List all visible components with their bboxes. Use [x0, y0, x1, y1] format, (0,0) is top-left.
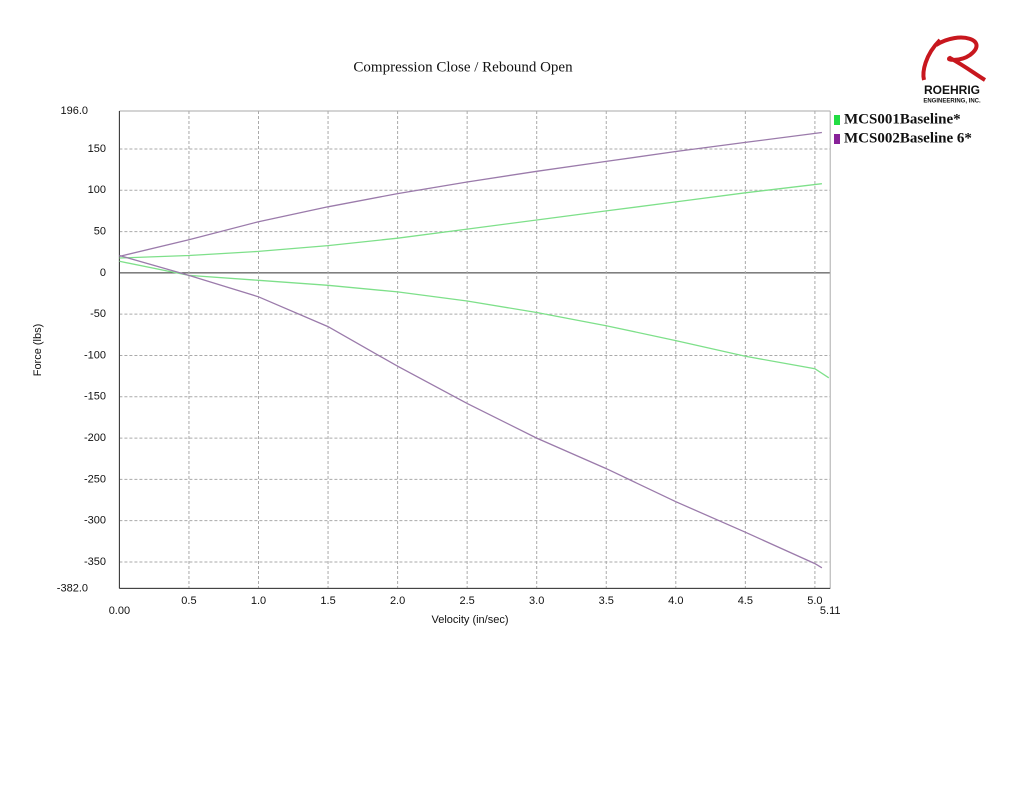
y-tick-label: 50 — [94, 225, 106, 237]
y-tick-label: -250 — [84, 473, 106, 485]
x-tick-label: 3.5 — [599, 595, 614, 607]
x-tick-label: 1.5 — [320, 595, 335, 607]
legend-label: MCS002Baseline 6* — [844, 130, 972, 146]
x-tick-label: 4.0 — [668, 595, 683, 607]
y-tick-label: 150 — [88, 143, 106, 155]
x-tick-label: 3.0 — [529, 595, 544, 607]
y-tick-label: -300 — [84, 515, 106, 527]
y-tick-label: -100 — [84, 349, 106, 361]
x-tick-label: 0.5 — [181, 595, 196, 607]
y-tick-label: -200 — [84, 432, 106, 444]
x-tick-label: 4.5 — [738, 595, 753, 607]
x-axis-label: Velocity (in/sec) — [431, 614, 508, 626]
x-tick-label: 1.0 — [251, 595, 266, 607]
x-tick-label: 0.00 — [109, 605, 130, 617]
logo-name: ROEHRIG — [924, 83, 980, 97]
x-tick-label: 2.5 — [460, 595, 475, 607]
y-tick-label: 196.0 — [60, 105, 88, 117]
data-line — [119, 131, 823, 569]
logo-sub: ENGINEERING, INC. — [923, 99, 981, 105]
x-tick-label: 5.0 — [807, 595, 822, 607]
legend-swatch — [834, 115, 840, 125]
y-tick-label: -350 — [84, 556, 106, 568]
y-tick-label: -382.0 — [57, 582, 88, 594]
data-line — [119, 183, 830, 379]
y-tick-label: -50 — [90, 308, 106, 320]
y-tick-label: -150 — [84, 391, 106, 403]
legend-label: MCS001Baseline* — [844, 111, 961, 127]
logo: ROEHRIG ENGINEERING, INC. — [921, 35, 987, 105]
y-tick-label: 100 — [88, 184, 106, 196]
chart-title: Compression Close / Rebound Open — [353, 59, 573, 75]
legend-swatch — [834, 134, 840, 144]
logo-mark — [921, 35, 987, 82]
x-tick-label: 2.0 — [390, 595, 405, 607]
y-tick-label: 0 — [100, 267, 106, 279]
x-tick-label: 5.11 — [820, 605, 841, 617]
y-axis-label: Force (lbs) — [32, 324, 44, 377]
